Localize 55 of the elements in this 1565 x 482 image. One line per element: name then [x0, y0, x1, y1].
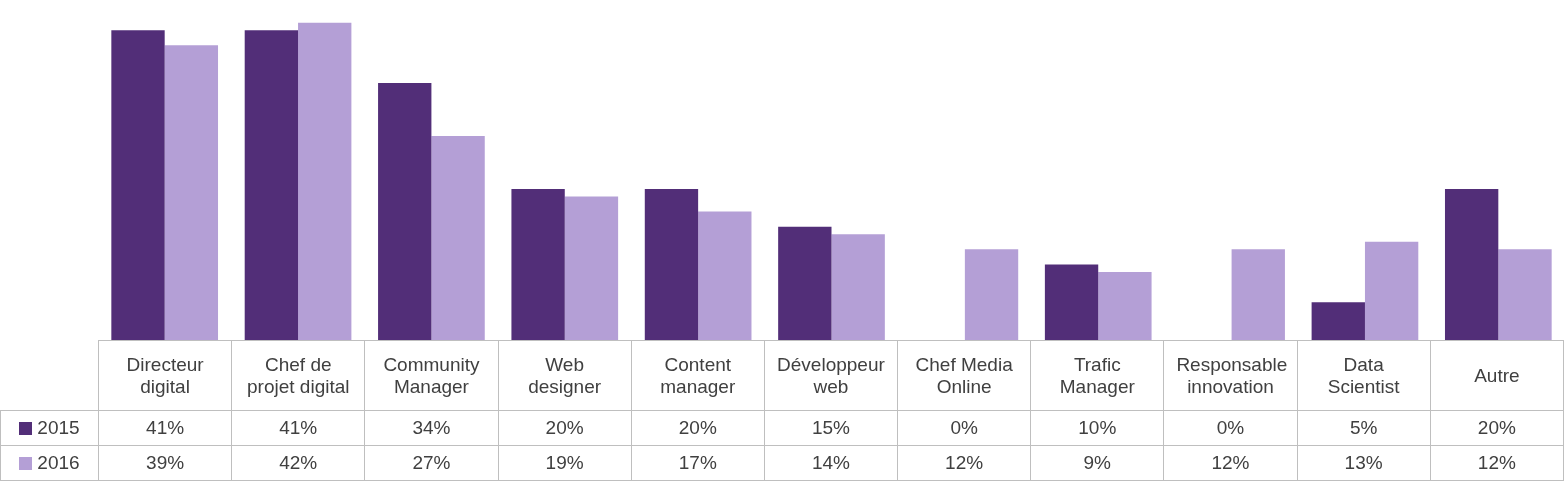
bar — [1498, 249, 1552, 340]
data-label: 13% — [1297, 445, 1431, 481]
bar — [298, 22, 352, 340]
bar — [164, 45, 219, 340]
x-tick-label: Chef Media Online — [897, 340, 1031, 411]
data-label: 41% — [231, 410, 365, 446]
data-label: 41% — [98, 410, 232, 446]
data-label: 12% — [1163, 445, 1298, 481]
data-label: 9% — [1030, 445, 1164, 481]
x-tick-label: Content manager — [631, 340, 765, 411]
data-label: 20% — [631, 410, 765, 446]
data-label: 20% — [1430, 410, 1564, 446]
data-label: 10% — [1030, 410, 1164, 446]
data-label: 12% — [897, 445, 1031, 481]
data-label: 42% — [231, 445, 365, 481]
bar — [644, 188, 699, 340]
data-label: 12% — [1430, 445, 1564, 481]
bar — [1098, 272, 1152, 340]
x-tick-label: Data Scientist — [1297, 340, 1431, 411]
bar — [378, 83, 432, 340]
data-label: 17% — [631, 445, 765, 481]
bar — [244, 30, 299, 340]
x-tick-label: Chef de projet digital — [231, 340, 365, 411]
data-label: 39% — [98, 445, 232, 481]
x-tick-label: Responsable innovation — [1163, 340, 1298, 411]
x-tick-label: Autre — [1430, 340, 1564, 411]
bar — [431, 136, 485, 340]
data-label: 0% — [1163, 410, 1298, 446]
x-tick-label: Développeur web — [764, 340, 898, 411]
bar — [831, 234, 885, 340]
bar — [1231, 249, 1285, 340]
data-label: 15% — [764, 410, 898, 446]
bar — [1044, 264, 1099, 340]
bar — [564, 196, 619, 340]
data-label: 19% — [498, 445, 632, 481]
x-tick-label: Community Manager — [364, 340, 499, 411]
bar — [964, 249, 1019, 340]
x-tick-label: Trafic Manager — [1030, 340, 1164, 411]
bar — [1444, 188, 1499, 340]
data-label: 14% — [764, 445, 898, 481]
data-label: 34% — [364, 410, 499, 446]
bar — [511, 188, 565, 340]
bar — [778, 226, 832, 340]
data-label: 5% — [1297, 410, 1431, 446]
legend-label: 2015 — [0, 410, 99, 446]
bar — [698, 211, 752, 340]
legend-label: 2016 — [0, 445, 99, 481]
data-label: 20% — [498, 410, 632, 446]
bar — [1364, 241, 1419, 340]
data-label: 0% — [897, 410, 1031, 446]
bar — [1311, 302, 1365, 340]
x-tick-label: Web designer — [498, 340, 632, 411]
x-tick-label: Directeur digital — [98, 340, 232, 411]
data-label: 27% — [364, 445, 499, 481]
bar — [111, 30, 165, 340]
